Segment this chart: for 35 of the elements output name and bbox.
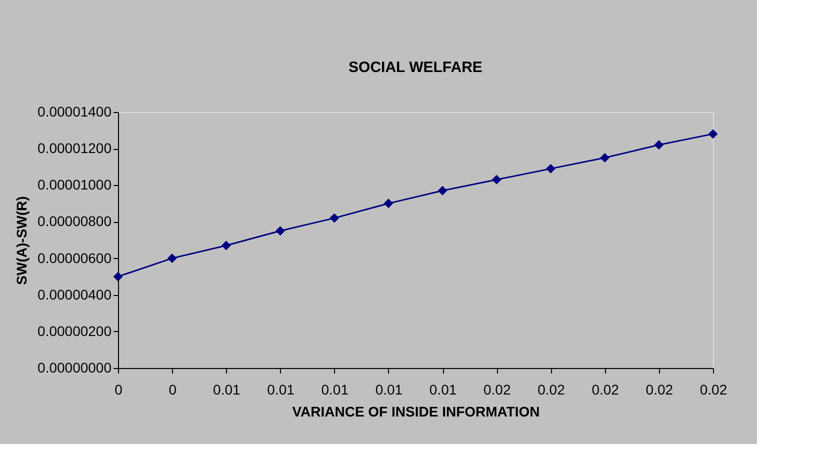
y-tick-label: 0.00000800 — [38, 213, 112, 230]
point — [438, 186, 448, 196]
point — [384, 198, 394, 208]
y-tick-label: 0.00000600 — [38, 250, 112, 266]
point — [708, 129, 718, 139]
x-tick-label: 0.02 — [538, 382, 566, 398]
x-tick-label: 0.01 — [321, 382, 349, 398]
chart-title: SOCIAL WELFARE — [348, 59, 482, 76]
y-tick-label: 0.00001200 — [38, 140, 112, 156]
x-tick-label: 0.01 — [429, 382, 457, 398]
x-axis-title: VARIANCE OF INSIDE INFORMATION — [292, 404, 540, 420]
y-tick-label: 0.00000400 — [38, 286, 112, 302]
point — [113, 272, 123, 282]
x-tick-label: 0.01 — [267, 382, 295, 398]
point — [546, 164, 556, 174]
point — [600, 152, 610, 162]
x-tick-label: 0.02 — [592, 382, 620, 398]
x-tick-label: 0 — [168, 382, 177, 398]
point — [654, 140, 664, 150]
y-tick-label: 0.00001000 — [38, 176, 112, 193]
x-tick-label: 0.02 — [484, 382, 511, 398]
y-axis-title: SW(A)-SW(R) — [14, 196, 30, 285]
x-tick-label: 0.02 — [646, 382, 674, 398]
point — [221, 240, 231, 250]
y-tick-label: 0.00000000 — [38, 360, 112, 376]
x-tick-label: 0.01 — [375, 382, 403, 398]
x-tick-label: 0.02 — [700, 382, 728, 398]
y-tick-label: 0.00001400 — [38, 104, 112, 120]
point — [330, 213, 340, 223]
y-tick-label: 0.00000200 — [38, 322, 112, 339]
point — [492, 174, 502, 184]
point — [276, 226, 286, 236]
point — [167, 254, 177, 264]
x-tick-label: 0.01 — [213, 382, 241, 398]
x-tick-label: 0 — [114, 382, 123, 398]
